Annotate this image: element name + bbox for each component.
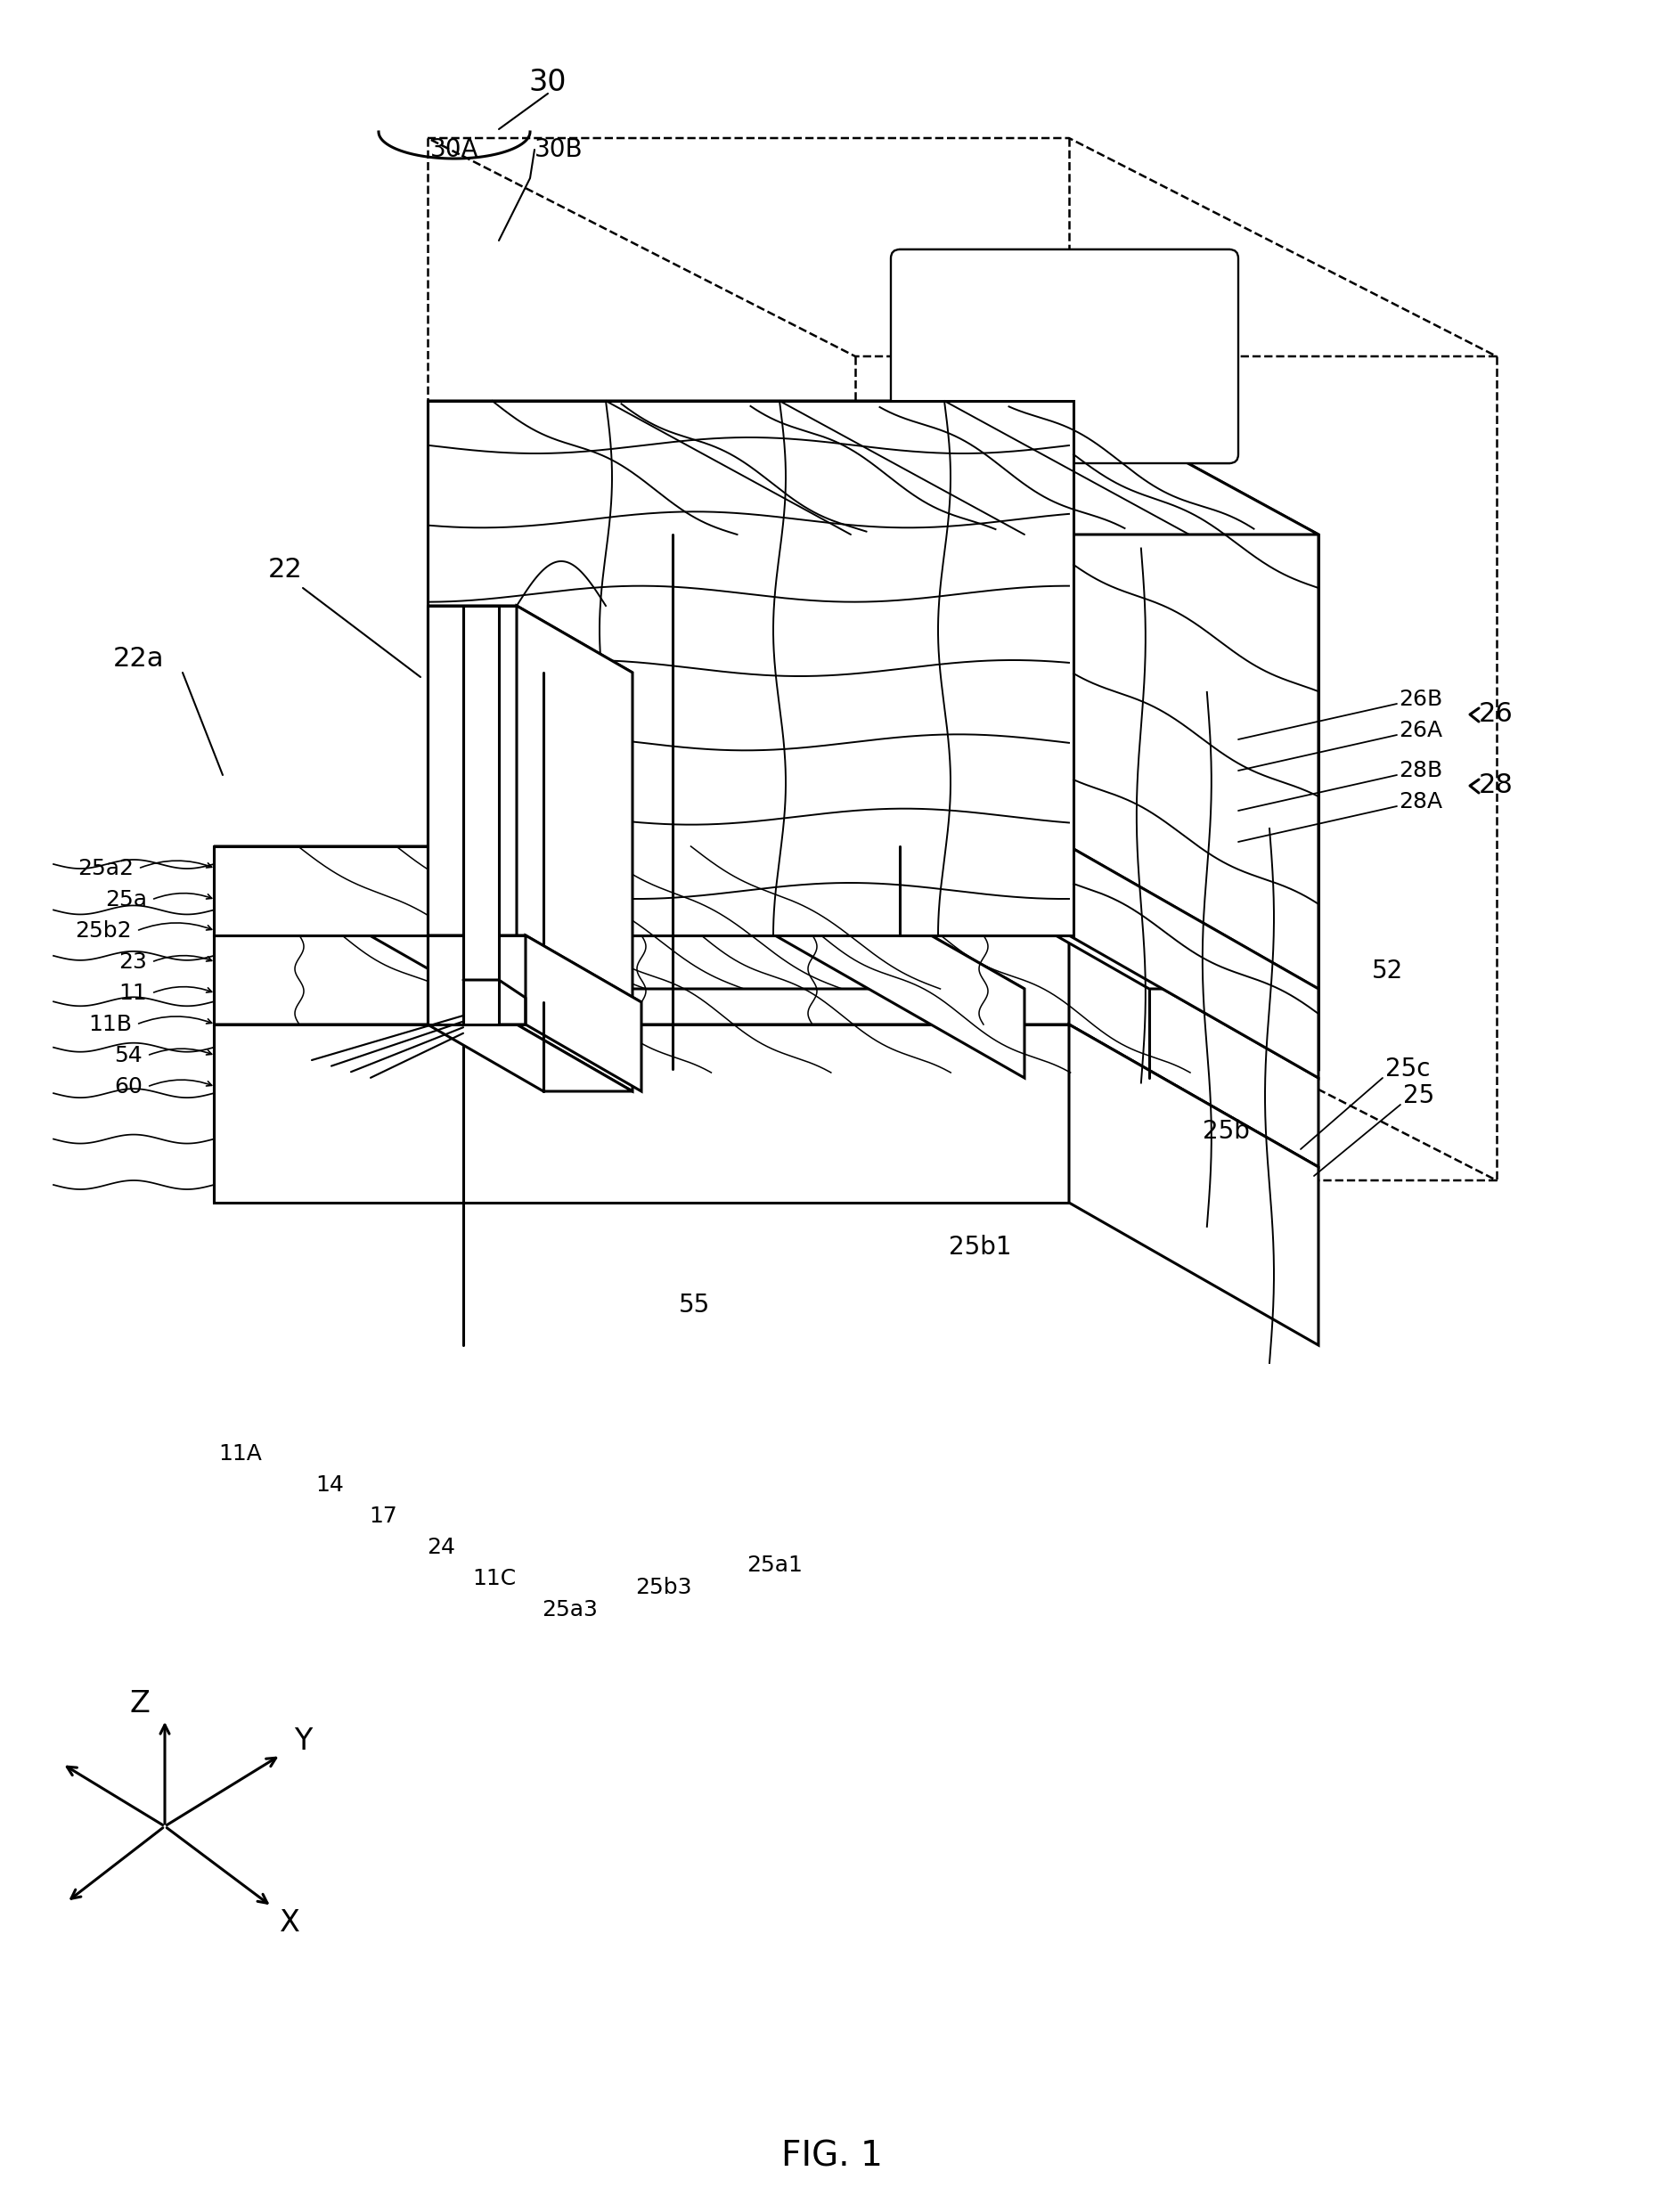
Text: 22a: 22a — [113, 646, 163, 672]
Polygon shape — [428, 936, 526, 1024]
Text: 25: 25 — [1404, 1084, 1435, 1108]
Text: 25b1: 25b1 — [949, 1234, 1011, 1259]
Text: 11A: 11A — [218, 1442, 263, 1464]
Polygon shape — [774, 847, 1024, 1077]
Text: 52: 52 — [1372, 958, 1404, 984]
Text: 25a1: 25a1 — [748, 1555, 803, 1575]
Polygon shape — [526, 936, 641, 1091]
Polygon shape — [673, 535, 1319, 1068]
Text: 24: 24 — [426, 1537, 455, 1557]
Text: X: X — [280, 1907, 300, 1938]
Text: 25b3: 25b3 — [636, 1577, 693, 1599]
Text: 25a: 25a — [105, 889, 147, 911]
Text: 25a3: 25a3 — [543, 1599, 598, 1621]
Polygon shape — [428, 936, 641, 1002]
Text: 30: 30 — [529, 66, 566, 97]
Text: 25a2: 25a2 — [78, 858, 133, 880]
Text: 23: 23 — [118, 951, 147, 973]
Text: Z: Z — [130, 1688, 150, 1719]
Polygon shape — [428, 936, 1319, 1068]
Text: 11C: 11C — [473, 1568, 516, 1588]
Text: FIG. 1: FIG. 1 — [781, 2139, 882, 2172]
Text: 17: 17 — [370, 1506, 398, 1526]
Text: Y: Y — [293, 1728, 311, 1756]
Text: 26A: 26A — [1399, 719, 1442, 741]
Polygon shape — [428, 400, 1319, 535]
Text: 55: 55 — [679, 1292, 711, 1318]
Text: 30A: 30A — [430, 137, 478, 161]
Text: 14: 14 — [315, 1475, 343, 1495]
Polygon shape — [899, 847, 1069, 936]
Text: 60: 60 — [115, 1077, 143, 1097]
Text: 26: 26 — [1479, 701, 1513, 728]
Text: 28: 28 — [1479, 772, 1513, 799]
Text: 25c: 25c — [1385, 1057, 1430, 1082]
Polygon shape — [213, 847, 1024, 989]
FancyBboxPatch shape — [891, 250, 1239, 462]
Text: 11B: 11B — [88, 1013, 132, 1035]
Polygon shape — [516, 606, 633, 1091]
Polygon shape — [428, 606, 516, 1024]
Polygon shape — [213, 1024, 1069, 1203]
Text: 25b: 25b — [1202, 1119, 1250, 1144]
Polygon shape — [899, 250, 1229, 462]
Polygon shape — [428, 1024, 633, 1091]
Polygon shape — [213, 936, 1319, 1077]
Polygon shape — [1069, 936, 1319, 1168]
Text: 22: 22 — [268, 557, 303, 584]
Text: 54: 54 — [115, 1044, 143, 1066]
Polygon shape — [1069, 1024, 1319, 1345]
Polygon shape — [428, 606, 633, 672]
Text: 25b2: 25b2 — [75, 920, 132, 942]
Text: 30B: 30B — [534, 137, 583, 161]
Polygon shape — [1074, 400, 1319, 1068]
Polygon shape — [1069, 847, 1319, 1077]
Polygon shape — [213, 1024, 1319, 1168]
Polygon shape — [213, 847, 774, 936]
Polygon shape — [463, 606, 499, 1024]
Text: 28B: 28B — [1399, 761, 1442, 781]
Polygon shape — [428, 400, 1074, 936]
Text: 11: 11 — [118, 982, 147, 1004]
Text: 28A: 28A — [1399, 792, 1442, 812]
Polygon shape — [899, 847, 1319, 989]
Polygon shape — [213, 936, 1069, 1024]
Text: 26B: 26B — [1399, 688, 1442, 710]
